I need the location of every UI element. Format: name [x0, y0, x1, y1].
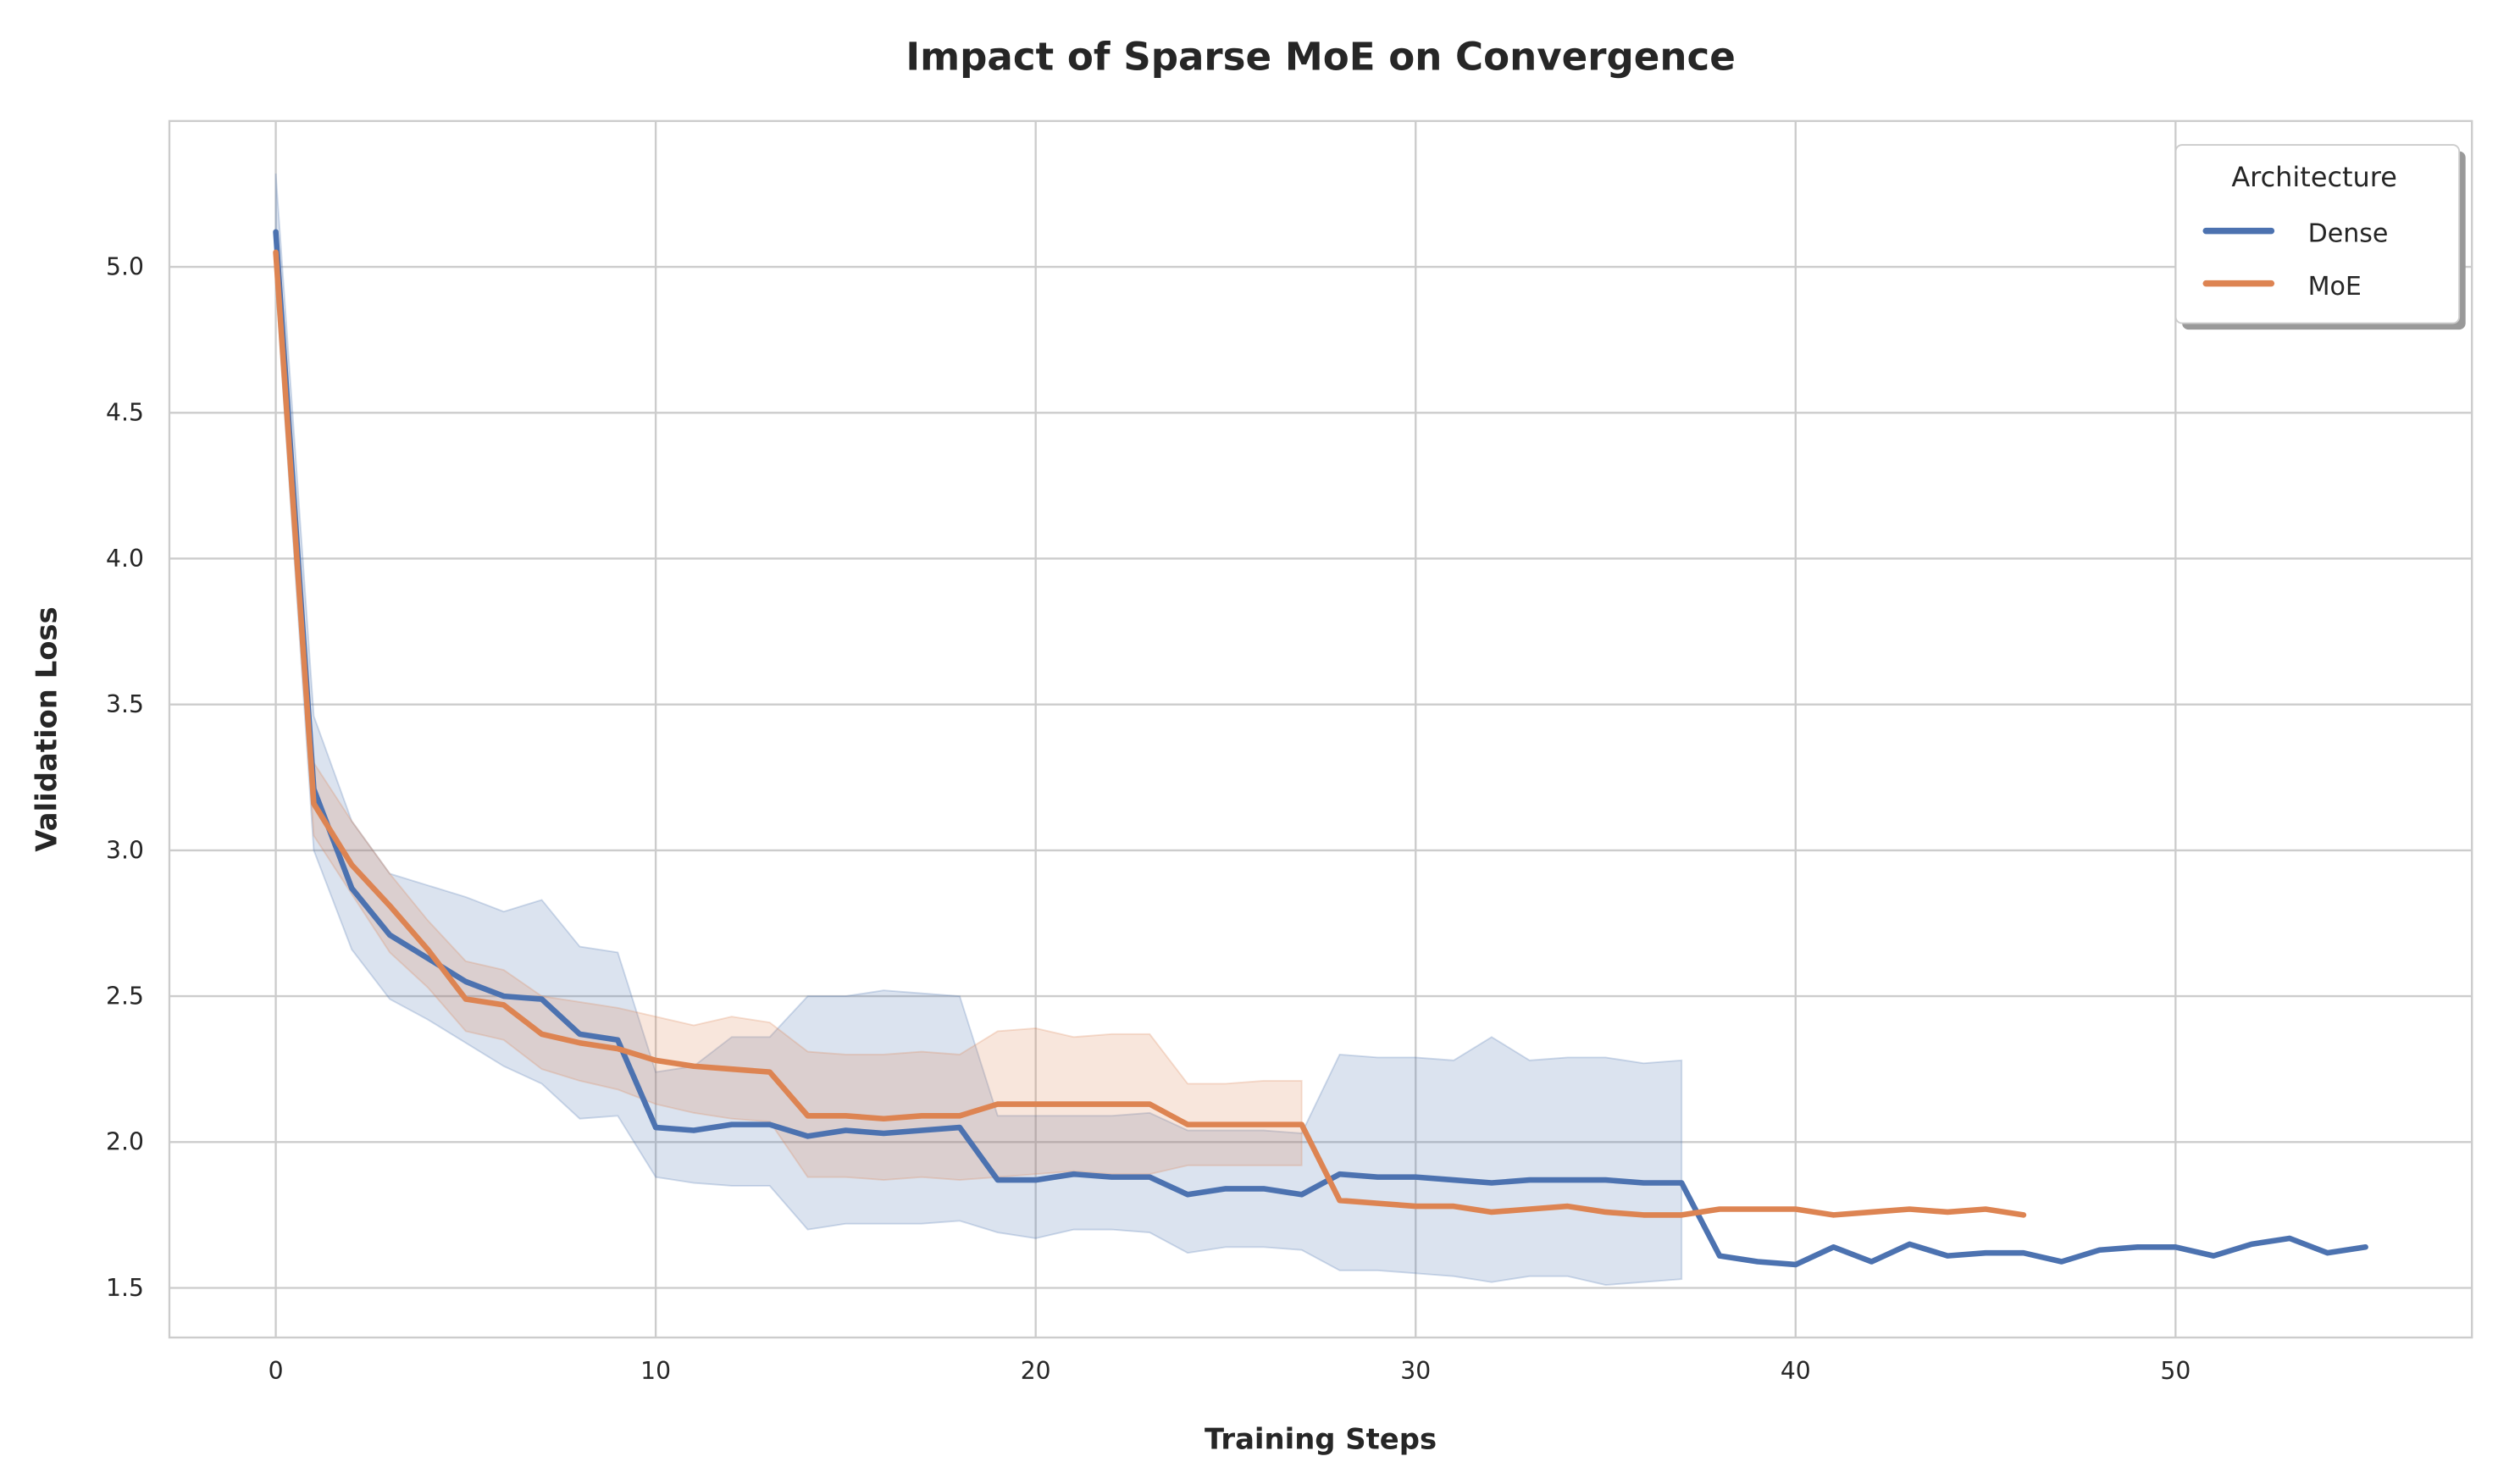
x-tick-label: 30	[1400, 1357, 1431, 1385]
grid	[169, 120, 2473, 1338]
x-tick-labels: 0 10 20 30 40 50	[269, 1357, 2191, 1385]
x-tick-label: 50	[2160, 1357, 2191, 1385]
chart-title: Impact of Sparse MoE on Convergence	[906, 35, 1735, 80]
band-dense	[274, 173, 1683, 1287]
plot-frame	[168, 119, 2473, 1339]
y-tick-label: 2.5	[106, 982, 144, 1010]
x-axis-label: Training Steps	[1205, 1423, 1437, 1456]
x-tick-label: 0	[269, 1357, 284, 1385]
y-tick-label: 4.0	[106, 545, 144, 573]
y-tick-label: 4.5	[106, 399, 144, 427]
series-lines	[273, 229, 2368, 1268]
y-tick-label: 2.0	[106, 1128, 144, 1156]
x-tick-label: 10	[640, 1357, 671, 1385]
y-axis-label: Validation Loss	[30, 606, 64, 851]
x-tick-label: 20	[1021, 1357, 1051, 1385]
y-tick-label: 5.0	[106, 252, 144, 280]
x-tick-label: 40	[1781, 1357, 1811, 1385]
legend-box	[2174, 144, 2461, 324]
band-moe	[274, 237, 1303, 1182]
legend-label-moe: MoE	[2308, 272, 2362, 302]
y-tick-label: 3.0	[106, 836, 144, 864]
y-tick-label: 1.5	[106, 1274, 144, 1302]
legend-title: Architecture	[2231, 161, 2397, 193]
y-tick-label: 3.5	[106, 690, 144, 718]
confidence-bands	[274, 173, 1683, 1287]
line-dense	[273, 229, 2368, 1268]
legend: Architecture Dense MoE	[2174, 144, 2466, 330]
y-tick-labels: 1.5 2.0 2.5 3.0 3.5 4.0 4.5 5.0	[106, 252, 144, 1301]
legend-label-dense: Dense	[2308, 219, 2389, 249]
